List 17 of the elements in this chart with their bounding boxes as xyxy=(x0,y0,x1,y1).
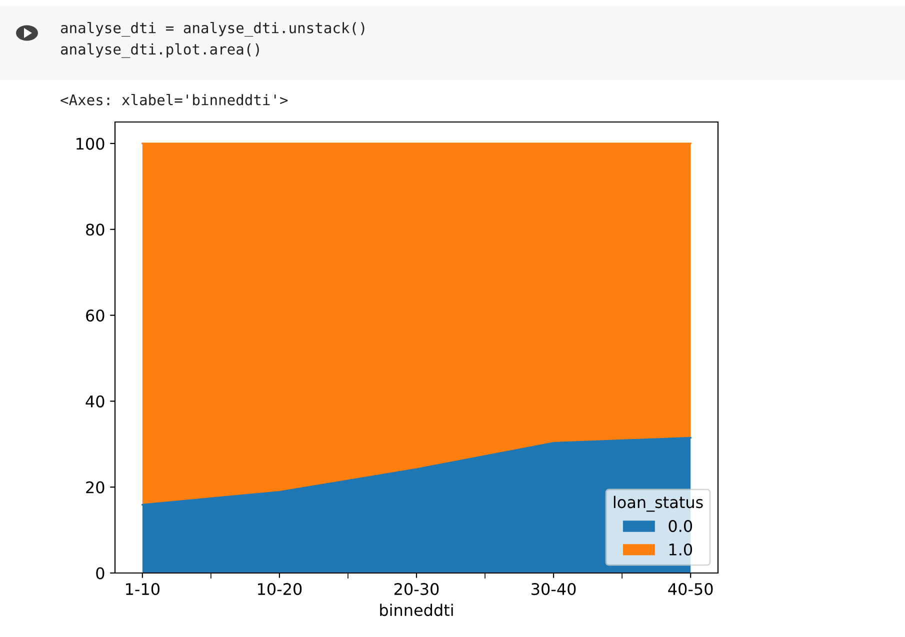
x-axis-title: binneddti xyxy=(380,604,453,616)
text: <Axes: xlabel='binneddti'> xyxy=(60,94,288,106)
x-tick-label: 10-20 xyxy=(258,583,302,596)
x-tick-label: 1-10 xyxy=(126,583,160,596)
y-tick-label: 0 xyxy=(96,567,104,580)
y-tick-label: 100 xyxy=(76,138,104,150)
y-tick-label: 40 xyxy=(86,395,104,408)
legend-label: 1.0 xyxy=(669,543,692,556)
legend-label: 0.0 xyxy=(668,520,692,532)
legend-title: loan_status xyxy=(614,496,703,512)
y-tick-label: 20 xyxy=(86,481,104,494)
x-tick-label: 20-30 xyxy=(394,583,439,596)
y-tick-label: 80 xyxy=(86,224,104,236)
x-tick-label: 30-40 xyxy=(532,583,576,596)
y-tick-label: 60 xyxy=(86,310,104,322)
x-tick-label: 40-50 xyxy=(668,583,713,596)
text: analyse_dti = analyse_dti.unstack() analyse_dti.plot.area() xyxy=(60,22,364,58)
